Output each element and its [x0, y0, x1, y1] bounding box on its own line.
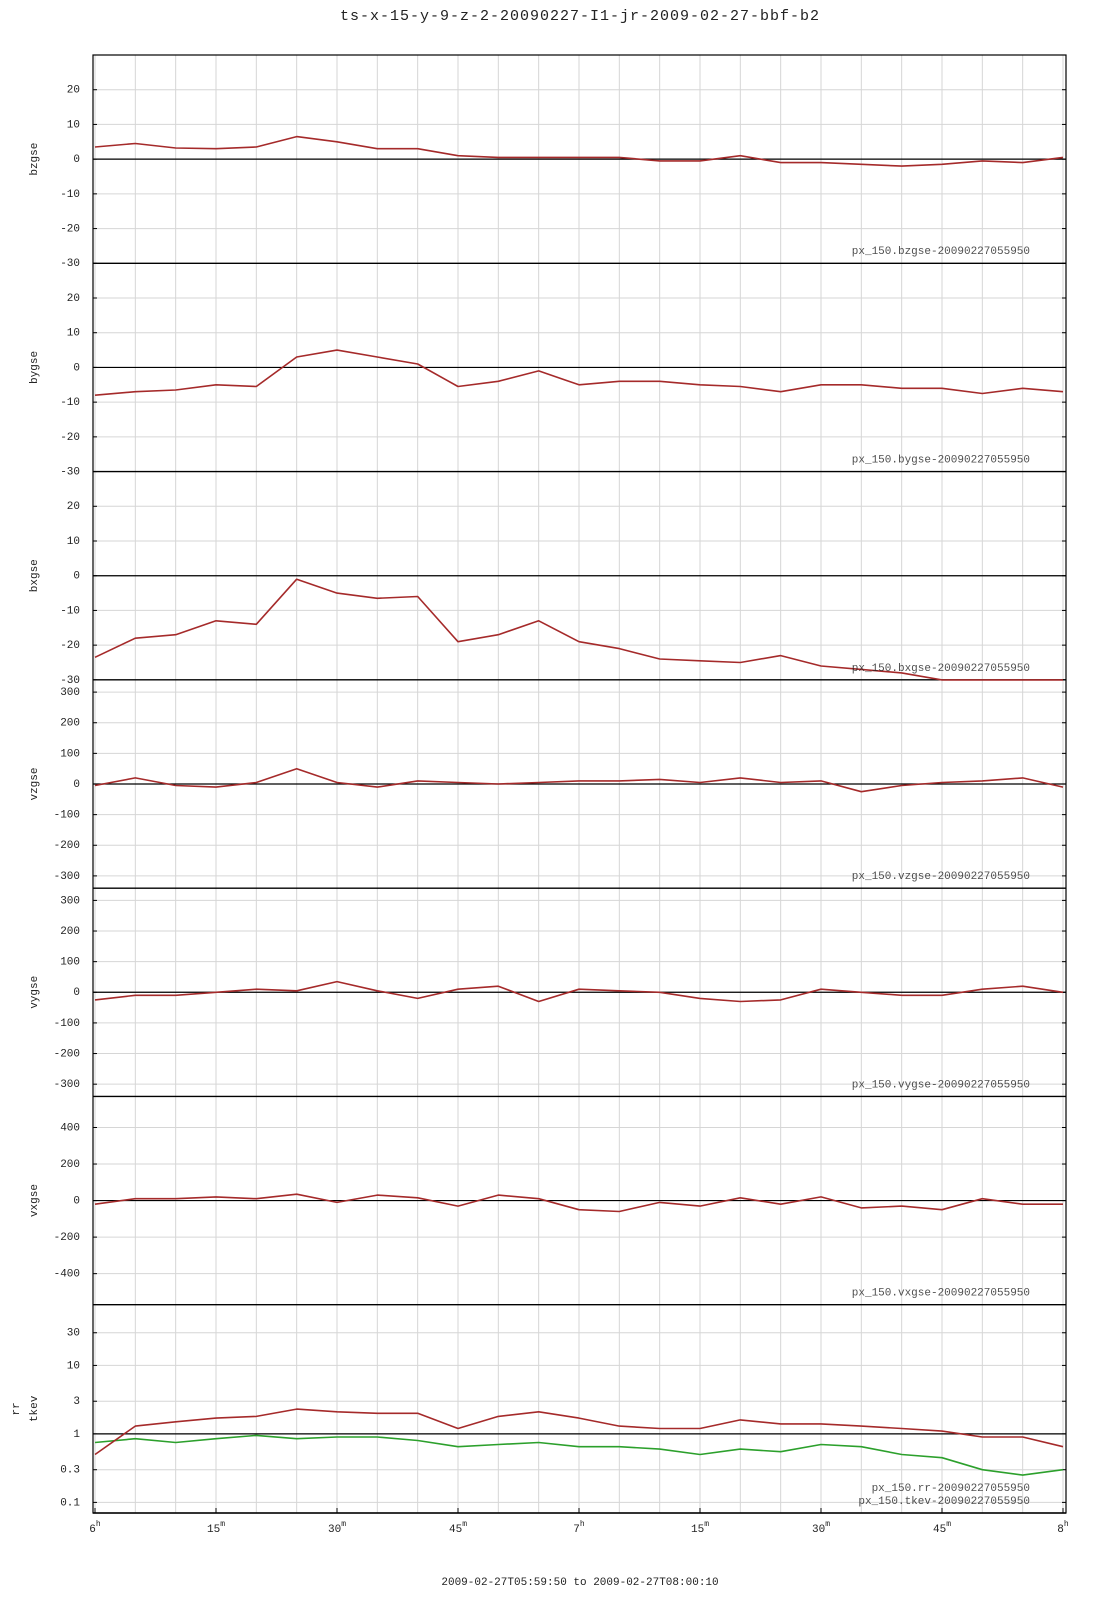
- x-tick-label: 15m: [691, 1520, 709, 1536]
- y-tick-label: 20: [67, 501, 80, 513]
- y-tick-label: -400: [54, 1269, 80, 1281]
- y-axis-label: tkev: [29, 1395, 41, 1422]
- legend-label: px_150.vxgse-20090227055950: [852, 1288, 1030, 1300]
- y-tick-label: 10: [67, 328, 80, 340]
- y-tick-label: -200: [54, 1048, 80, 1060]
- data-line: [94, 135, 1064, 167]
- legend-label: px_150.vzgse-20090227055950: [852, 871, 1030, 883]
- y-tick-label: -200: [54, 840, 80, 852]
- y-tick-label: -200: [54, 1232, 80, 1244]
- x-tick-label: 15m: [207, 1520, 225, 1536]
- y-tick-label: 0: [73, 154, 80, 166]
- y-tick-label: 1: [73, 1429, 80, 1441]
- y-tick-label: -20: [60, 640, 80, 652]
- y-tick-label: -100: [54, 810, 80, 822]
- y-axis-label: vxgse: [29, 1184, 41, 1217]
- y-tick-label: -30: [60, 466, 80, 478]
- y-axis-label: bxgse: [29, 559, 41, 592]
- y-tick-label: -10: [60, 189, 80, 201]
- data-line: [94, 1193, 1063, 1213]
- legend-label: px_150.tkev-20090227055950: [858, 1496, 1030, 1508]
- y-tick-label: 200: [60, 718, 80, 730]
- x-tick-label: 8h: [1057, 1520, 1069, 1536]
- legend-label: px_150.bxgse-20090227055950: [852, 663, 1030, 675]
- y-axis-label: vygse: [29, 976, 41, 1009]
- y-tick-label: 100: [60, 748, 80, 760]
- y-tick-label: 10: [67, 536, 80, 548]
- y-tick-label: 30: [67, 1328, 80, 1340]
- data-line: [94, 767, 1064, 793]
- data-line: [94, 578, 1063, 681]
- x-tick-label: 30m: [812, 1520, 830, 1536]
- y-tick-label: 0.1: [60, 1497, 80, 1509]
- y-tick-label: 0: [73, 987, 80, 999]
- chart-title: ts-x-15-y-9-z-2-20090227-I1-jr-2009-02-2…: [340, 8, 820, 25]
- y-tick-label: 100: [60, 957, 80, 969]
- y-axis-label: bygse: [29, 351, 41, 384]
- x-tick-label: 45m: [449, 1520, 467, 1536]
- y-tick-label: 300: [60, 687, 80, 699]
- y-tick-label: -10: [60, 397, 80, 409]
- y-tick-label: 0: [73, 779, 80, 791]
- y-axis-label: vzgse: [29, 767, 41, 800]
- y-axis-label: bzgse: [29, 143, 41, 176]
- y-tick-label: -300: [54, 1079, 80, 1091]
- data-line: [94, 1408, 1064, 1456]
- y-tick-label: 0: [73, 571, 80, 583]
- x-axis-label: 2009-02-27T05:59:50 to 2009-02-27T08:00:…: [441, 1577, 718, 1589]
- y-tick-label: -30: [60, 675, 80, 687]
- y-tick-label: 200: [60, 926, 80, 938]
- y-tick-label: -10: [60, 605, 80, 617]
- y-tick-label: 10: [67, 119, 80, 131]
- x-tick-label: 6h: [89, 1520, 101, 1536]
- legend-label: px_150.bygse-20090227055950: [852, 454, 1030, 466]
- y-tick-label: 300: [60, 895, 80, 907]
- legend-label: px_150.bzgse-20090227055950: [852, 246, 1030, 258]
- y-axis-label: rr: [11, 1402, 23, 1415]
- y-tick-label: 0: [73, 1195, 80, 1207]
- y-tick-label: -100: [54, 1018, 80, 1030]
- y-tick-label: -300: [54, 871, 80, 883]
- legend-label: px_150.rr-20090227055950: [872, 1483, 1030, 1495]
- x-tick-label: 30m: [328, 1520, 346, 1536]
- y-tick-label: 10: [67, 1360, 80, 1372]
- y-tick-label: 20: [67, 293, 80, 305]
- y-tick-label: 0.3: [60, 1465, 80, 1477]
- data-line: [94, 349, 1064, 396]
- y-tick-label: 20: [67, 85, 80, 97]
- y-tick-label: -30: [60, 258, 80, 270]
- y-tick-label: 200: [60, 1159, 80, 1171]
- x-tick-label: 45m: [933, 1520, 951, 1536]
- y-tick-label: 400: [60, 1122, 80, 1134]
- y-tick-label: -20: [60, 432, 80, 444]
- x-tick-label: 7h: [573, 1520, 585, 1536]
- data-line: [94, 980, 1064, 1003]
- plot-frame: [92, 54, 1067, 1514]
- legend-label: px_150.vygse-20090227055950: [852, 1079, 1030, 1091]
- data-line: [94, 1434, 1064, 1476]
- y-tick-label: 0: [73, 362, 80, 374]
- y-tick-label: 3: [73, 1396, 80, 1408]
- y-tick-label: -20: [60, 223, 80, 235]
